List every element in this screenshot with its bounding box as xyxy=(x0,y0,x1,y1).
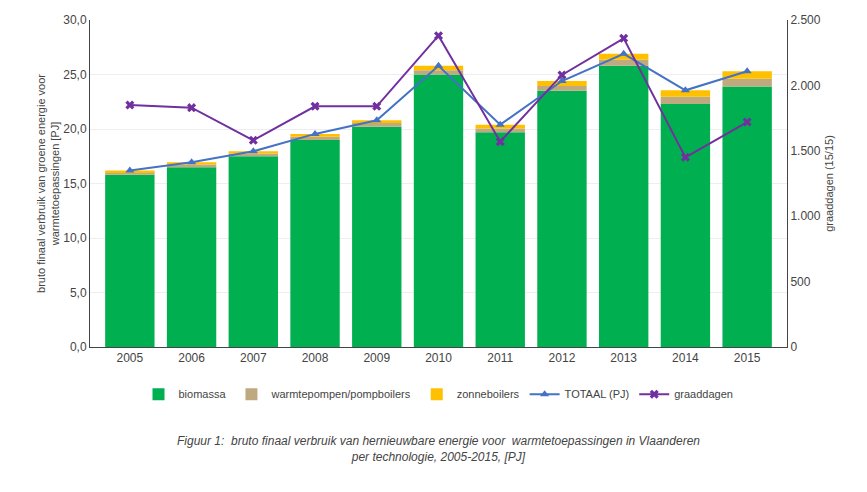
svg-text:warmtepompen/pompboilers: warmtepompen/pompboilers xyxy=(270,388,410,400)
svg-text:2014: 2014 xyxy=(672,351,699,365)
svg-text:30,0: 30,0 xyxy=(63,13,87,27)
svg-text:biomassa: biomassa xyxy=(179,388,227,400)
svg-text:25,0: 25,0 xyxy=(63,68,87,82)
svg-text:2013: 2013 xyxy=(610,351,637,365)
svg-text:2008: 2008 xyxy=(302,351,329,365)
svg-text:15,0: 15,0 xyxy=(63,177,87,191)
svg-text:TOTAAL (PJ): TOTAAL (PJ) xyxy=(565,388,630,400)
svg-text:2011: 2011 xyxy=(487,351,513,365)
svg-text:5,0: 5,0 xyxy=(70,286,87,300)
svg-text:1.500: 1.500 xyxy=(790,144,820,158)
svg-text:2007: 2007 xyxy=(240,351,267,365)
svg-text:graaddagen (15/15): graaddagen (15/15) xyxy=(823,135,835,232)
svg-text:500: 500 xyxy=(790,275,810,289)
svg-text:20,0: 20,0 xyxy=(63,122,87,136)
svg-text:2006: 2006 xyxy=(178,351,205,365)
svg-text:bruto finaal verbruik van groe: bruto finaal verbruik van groene energie… xyxy=(35,74,61,293)
svg-text:2012: 2012 xyxy=(549,351,576,365)
svg-text:0,0: 0,0 xyxy=(70,340,87,354)
svg-text:zonneboilers: zonneboilers xyxy=(457,388,520,400)
svg-text:2010: 2010 xyxy=(425,351,452,365)
svg-text:2009: 2009 xyxy=(363,351,390,365)
svg-text:2.500: 2.500 xyxy=(790,13,820,27)
svg-text:2005: 2005 xyxy=(116,351,143,365)
svg-text:graaddagen: graaddagen xyxy=(674,388,733,400)
svg-text:2015: 2015 xyxy=(734,351,761,365)
svg-text:10,0: 10,0 xyxy=(63,231,87,245)
svg-text:1.000: 1.000 xyxy=(790,209,820,223)
svg-text:2.000: 2.000 xyxy=(790,79,820,93)
svg-text:Figuur 1: bruto finaal verbru: Figuur 1: bruto finaal verbruik van hern… xyxy=(177,434,700,464)
svg-text:0: 0 xyxy=(790,340,797,354)
